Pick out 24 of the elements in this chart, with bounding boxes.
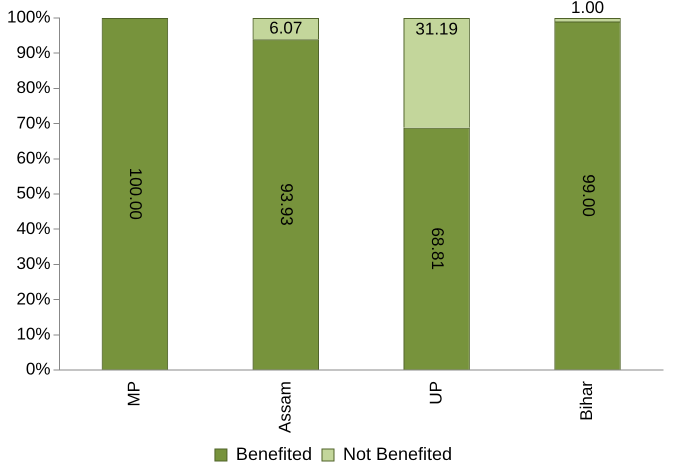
- x-tick-label: Bihar: [577, 380, 596, 421]
- data-label: 99.00: [578, 174, 598, 217]
- data-label: 1.00: [571, 0, 604, 18]
- data-label: 68.81: [428, 227, 447, 270]
- legend-label: Benefited: [236, 444, 312, 464]
- x-tick-label: MP: [124, 381, 144, 407]
- y-tick-label: 20%: [16, 289, 50, 308]
- y-tick-label: 30%: [16, 254, 50, 274]
- data-label: 93.93: [277, 183, 296, 226]
- y-tick-label: 0%: [26, 360, 50, 379]
- data-label: 100.00: [126, 168, 146, 220]
- x-tick-label: Assam: [275, 381, 294, 434]
- y-tick-label: 90%: [16, 42, 50, 62]
- y-tick-label: 10%: [16, 324, 50, 344]
- legend-label: Not Benefited: [342, 444, 452, 464]
- y-tick-label: 40%: [16, 218, 50, 238]
- y-tick-label: 100%: [6, 8, 50, 27]
- y-tick-label: 60%: [16, 148, 50, 168]
- data-label: 31.19: [415, 20, 458, 39]
- y-tick-label: 70%: [16, 113, 50, 132]
- y-tick-label: 80%: [16, 78, 50, 98]
- y-tick-label: 50%: [16, 184, 50, 203]
- data-label: 6.07: [269, 18, 302, 38]
- x-tick-label: UP: [426, 381, 446, 405]
